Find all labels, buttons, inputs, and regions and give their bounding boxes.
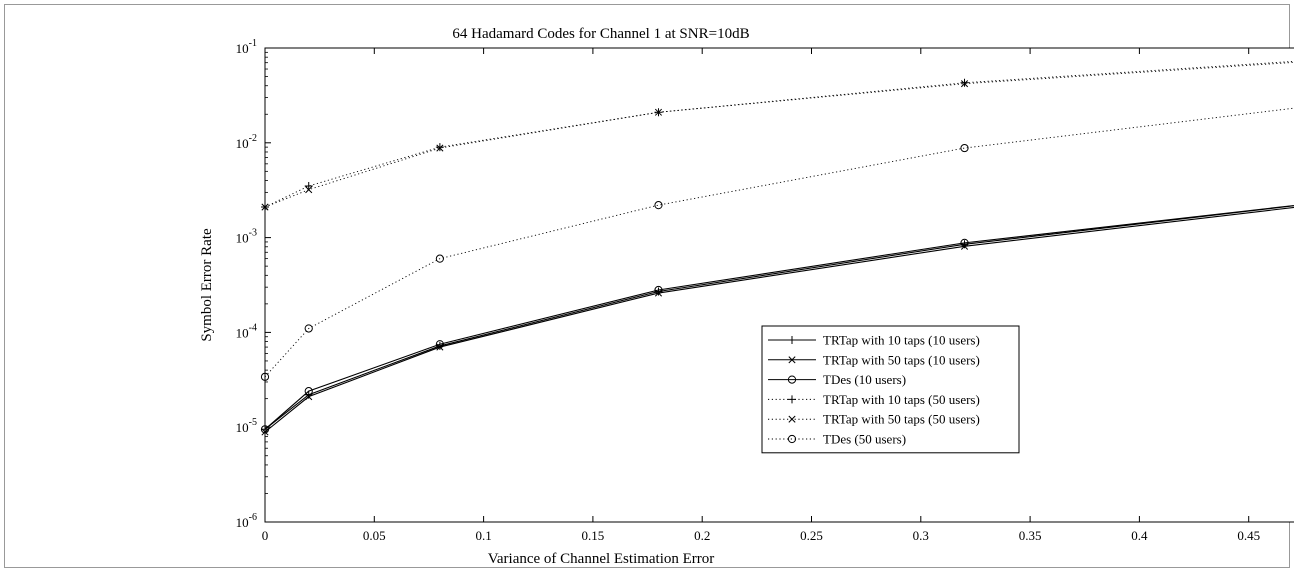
series-3 bbox=[260, 204, 1294, 434]
series-point bbox=[435, 254, 444, 263]
series-line bbox=[264, 206, 1294, 433]
x-axis-title: Variance of Channel Estimation Error bbox=[488, 551, 715, 567]
series-point bbox=[654, 108, 663, 116]
series-point bbox=[261, 428, 269, 436]
y-axis-title: Symbol Error Rate bbox=[199, 228, 215, 342]
y-tick-base: 10 bbox=[236, 41, 249, 56]
x-tick-label: 0.15 bbox=[582, 528, 605, 543]
y-tick-exponent: -2 bbox=[249, 133, 257, 144]
series-point bbox=[305, 186, 313, 194]
x-tick-label: 0.3 bbox=[913, 528, 929, 543]
legend-marker bbox=[788, 336, 796, 344]
y-tick-exponent: -1 bbox=[249, 38, 257, 49]
x-tick-label: 0.1 bbox=[475, 528, 491, 543]
y-tick-exponent: -4 bbox=[249, 322, 257, 333]
y-tick-base: 10 bbox=[236, 325, 249, 340]
x-tick-label: 0.05 bbox=[363, 528, 386, 543]
series-point bbox=[654, 285, 663, 295]
series-line bbox=[264, 107, 1294, 378]
legend-marker bbox=[787, 375, 797, 384]
x-tick-label: 0.45 bbox=[1237, 528, 1260, 543]
legend-item: TDes (50 users) bbox=[768, 432, 906, 447]
series-point bbox=[654, 287, 663, 296]
legend-label: TDes (10 users) bbox=[823, 372, 906, 387]
legend-label: TRTap with 50 taps (50 users) bbox=[823, 412, 980, 427]
series-line bbox=[264, 204, 1294, 430]
x-tick-label: 0.25 bbox=[800, 528, 823, 543]
legend-label: TRTap with 50 taps (10 users) bbox=[823, 352, 980, 367]
series-line bbox=[264, 205, 1294, 430]
y-tick-label: 10-2 bbox=[236, 133, 257, 151]
series-point bbox=[960, 238, 969, 247]
series-point bbox=[960, 80, 969, 88]
legend-item: TRTap with 10 taps (10 users) bbox=[768, 333, 980, 348]
series-point bbox=[435, 340, 444, 349]
series-point bbox=[261, 203, 269, 211]
series-point bbox=[260, 372, 270, 381]
series-point bbox=[960, 143, 969, 153]
y-tick-label: 10-1 bbox=[236, 38, 257, 56]
y-tick-label: 10-4 bbox=[236, 322, 257, 340]
y-tick-label: 10-6 bbox=[236, 512, 257, 530]
series-point bbox=[436, 144, 444, 152]
series-point bbox=[435, 143, 444, 152]
y-tick-label: 10-5 bbox=[236, 417, 257, 435]
legend: TRTap with 10 taps (10 users) TRTap with … bbox=[761, 325, 1020, 454]
legend-marker bbox=[787, 434, 797, 444]
series-layer bbox=[260, 60, 1294, 436]
x-tick-label: 0.35 bbox=[1019, 528, 1042, 543]
legend-marker bbox=[788, 356, 796, 364]
legend-label: TDes (50 users) bbox=[823, 432, 906, 447]
series-point bbox=[260, 425, 270, 434]
y-tick-base: 10 bbox=[236, 420, 249, 435]
x-tick-label: 0.4 bbox=[1131, 528, 1148, 543]
series-line bbox=[264, 60, 1294, 208]
legend-box bbox=[761, 325, 1020, 454]
y-axis-ticks: 10-610-510-410-310-210-1 bbox=[236, 38, 271, 530]
legend-item: TRTap with 10 taps (50 users) bbox=[768, 392, 980, 407]
legend-label: TRTap with 10 taps (50 users) bbox=[823, 392, 980, 407]
y-tick-exponent: -6 bbox=[249, 512, 257, 523]
series-6 bbox=[260, 107, 1294, 381]
x-tick-label: 0.2 bbox=[694, 528, 710, 543]
series-point bbox=[960, 78, 969, 87]
y-tick-label: 10-3 bbox=[236, 228, 257, 246]
chart-title: 64 Hadamard Codes for Channel 1 at SNR=1… bbox=[452, 26, 749, 42]
y-tick-base: 10 bbox=[236, 136, 249, 151]
y-tick-base: 10 bbox=[236, 515, 249, 530]
series-point bbox=[654, 201, 663, 210]
y-tick-base: 10 bbox=[236, 231, 249, 246]
legend-marker bbox=[788, 395, 796, 404]
legend-label: TRTap with 10 taps (10 users) bbox=[823, 333, 980, 348]
legend-item: TRTap with 50 taps (10 users) bbox=[768, 352, 980, 367]
legend-item: TDes (10 users) bbox=[768, 372, 906, 387]
series-point bbox=[304, 324, 313, 333]
series-point bbox=[304, 387, 313, 396]
legend-marker bbox=[788, 415, 796, 423]
series-line bbox=[264, 61, 1294, 208]
x-tick-label: 0 bbox=[262, 528, 269, 543]
series-point bbox=[304, 182, 313, 191]
legend-item: TRTap with 50 taps (50 users) bbox=[768, 412, 980, 427]
y-tick-exponent: -5 bbox=[249, 417, 257, 428]
y-tick-exponent: -3 bbox=[249, 228, 257, 239]
x-axis-ticks: 00.050.10.150.20.250.30.350.40.450.5 bbox=[262, 48, 1260, 543]
series-5 bbox=[261, 61, 1294, 211]
